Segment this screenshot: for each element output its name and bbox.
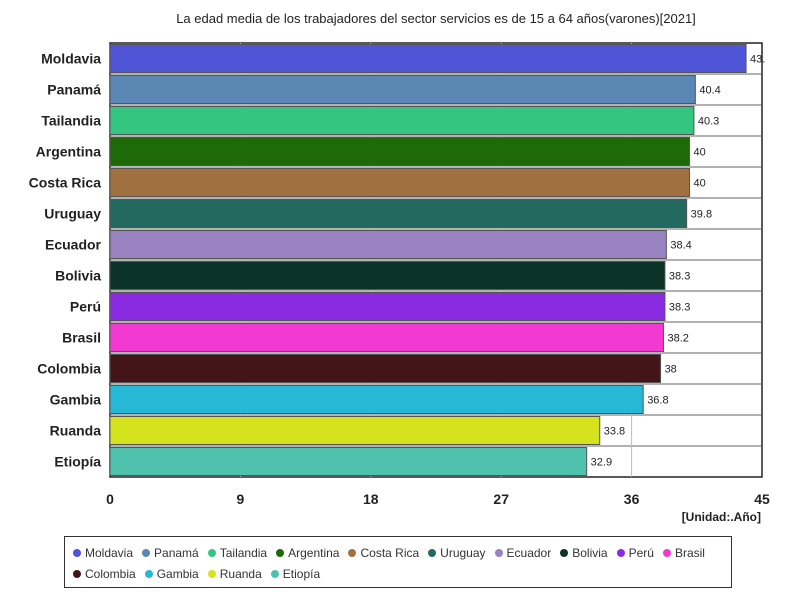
legend-item[interactable]: Costa Rica <box>348 542 419 563</box>
legend-swatch <box>616 548 625 557</box>
category-label: Argentina <box>36 144 102 160</box>
legend-item[interactable]: Ecuador <box>494 542 552 563</box>
legend-swatch <box>348 548 357 557</box>
bar <box>109 137 691 166</box>
category-label: Colombia <box>37 361 101 377</box>
bar <box>109 292 666 321</box>
category-label: Perú <box>70 299 101 315</box>
legend-label: Brasil <box>674 545 705 560</box>
category-label: Panamá <box>47 82 101 98</box>
legend-label: Gambia <box>156 566 199 581</box>
legend-item[interactable]: Colombia <box>73 563 136 584</box>
bar <box>109 44 747 73</box>
x-tick-label: 0 <box>106 491 114 507</box>
legend-label: Colombia <box>85 566 136 581</box>
legend-item[interactable]: Uruguay <box>428 542 486 563</box>
bar <box>109 168 691 197</box>
legend-label: Uruguay <box>440 545 486 560</box>
legend-swatch <box>144 569 153 578</box>
legend-item[interactable]: Argentina <box>276 542 339 563</box>
value-label: 33.8 <box>604 426 625 438</box>
bar <box>109 416 601 445</box>
legend-swatch <box>276 548 285 557</box>
legend-swatch <box>142 548 151 557</box>
value-label: 40.4 <box>699 85 720 97</box>
value-label: 38.2 <box>667 333 688 345</box>
bar <box>109 354 662 383</box>
category-label: Bolivia <box>55 268 101 284</box>
value-label: 38 <box>665 364 677 376</box>
legend-item[interactable]: Gambia <box>144 563 199 584</box>
legend-swatch <box>207 548 216 557</box>
category-label: Costa Rica <box>29 175 102 191</box>
legend-item[interactable]: Etiopía <box>270 563 321 584</box>
bar <box>109 106 695 135</box>
x-tick-label: 45 <box>754 491 770 507</box>
legend-swatch <box>560 548 569 557</box>
legend-label: Panamá <box>154 545 199 560</box>
legend-item[interactable]: Moldavia <box>73 542 133 563</box>
legend-swatch <box>73 569 81 578</box>
legend-label: Etiopía <box>282 566 321 581</box>
legend-label: Ecuador <box>506 545 552 560</box>
bar <box>109 447 588 476</box>
legend-swatch <box>428 548 437 557</box>
value-label: 40 <box>694 178 706 190</box>
legend-label: Perú <box>628 545 654 560</box>
bar <box>109 261 666 290</box>
legend-label: Bolivia <box>572 545 608 560</box>
value-label: 40 <box>694 147 706 159</box>
x-tick-label: 9 <box>237 491 245 507</box>
value-label: 38.4 <box>670 240 691 252</box>
category-label: Uruguay <box>44 206 101 222</box>
legend-swatch <box>73 548 81 557</box>
value-label: 40.3 <box>698 116 719 128</box>
legend-item[interactable]: Ruanda <box>207 563 262 584</box>
chart-title: La edad media de los trabajadores del se… <box>176 11 696 26</box>
legend-item[interactable]: Brasil <box>662 542 705 563</box>
legend-swatch <box>494 548 503 557</box>
category-label: Brasil <box>62 330 101 346</box>
legend-swatch <box>207 569 216 578</box>
value-label: 38.3 <box>669 302 690 314</box>
x-tick-label: 18 <box>363 491 379 507</box>
bar <box>109 230 667 259</box>
bar <box>109 323 664 352</box>
value-label: 32.9 <box>591 457 612 469</box>
bar <box>109 75 696 104</box>
category-label: Etiopía <box>54 454 101 470</box>
bar <box>109 385 644 414</box>
legend-item[interactable]: Bolivia <box>560 542 608 563</box>
value-label: 43. <box>750 54 765 66</box>
legend-label: Moldavia <box>85 545 134 560</box>
category-label: Gambia <box>50 392 102 408</box>
bar <box>109 199 688 228</box>
x-tick-label: 27 <box>493 491 509 507</box>
value-label: 38.3 <box>669 271 690 283</box>
legend-label: Argentina <box>288 545 340 560</box>
legend-item[interactable]: Perú <box>616 542 654 563</box>
legend-label: Ruanda <box>219 566 262 581</box>
x-tick-label: 36 <box>624 491 640 507</box>
value-label: 36.8 <box>647 395 668 407</box>
category-label: Moldavia <box>41 51 101 67</box>
value-label: 39.8 <box>691 209 712 221</box>
category-label: Ruanda <box>50 423 102 439</box>
legend-item[interactable]: Tailandia <box>207 542 268 563</box>
legend-label: Costa Rica <box>360 545 420 560</box>
category-label: Ecuador <box>45 237 102 253</box>
legend: Moldavia Panamá Tailandia Argentina Costa Ri… <box>64 536 732 588</box>
legend-item[interactable]: Panamá <box>142 542 199 563</box>
legend-swatch <box>662 548 671 557</box>
unit-label: [Unidad:.Año] <box>682 510 761 524</box>
legend-label: Tailandia <box>219 545 268 560</box>
category-label: Tailandia <box>41 113 101 129</box>
legend-swatch <box>270 569 279 578</box>
